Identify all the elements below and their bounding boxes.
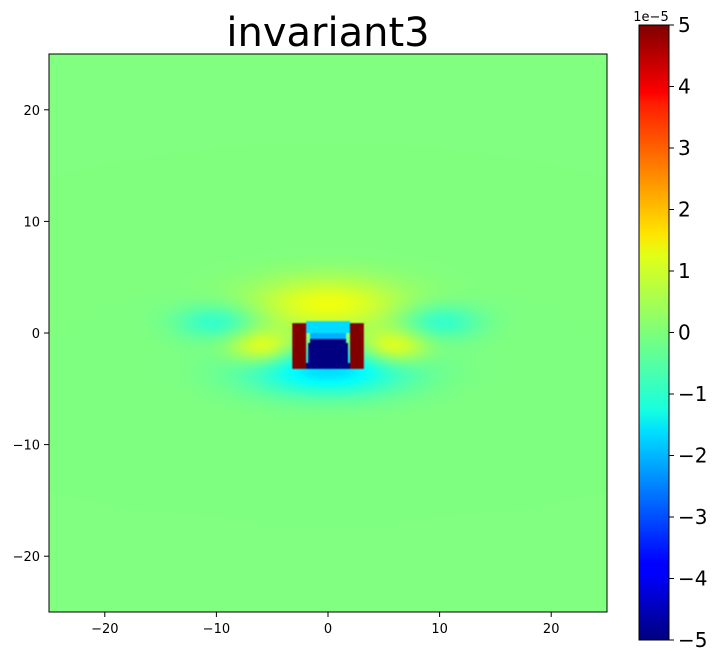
colorbar-tick-label: 5 [678, 13, 691, 37]
y-tick-label: −20 [13, 550, 40, 565]
colorbar-tick-label: −3 [678, 505, 707, 529]
colorbar-tick-label: −5 [678, 628, 707, 652]
colorbar-offset-label: 1e−5 [633, 10, 668, 25]
x-tick-label: 0 [324, 622, 332, 637]
colorbar-axis: 5 4 3 2 1 0 −1 −2 −3 −4 −5 [669, 13, 707, 652]
heatmap-image [49, 54, 607, 612]
y-tick-label: 0 [32, 327, 40, 342]
colorbar-tick-label: −4 [678, 567, 707, 591]
heatmap [49, 54, 607, 612]
y-tick-label: 20 [23, 104, 40, 119]
x-tick-label: 10 [431, 622, 448, 637]
colorbar-tick-label: 0 [678, 321, 691, 345]
chart-title: invariant3 [226, 10, 429, 56]
colorbar [638, 24, 670, 641]
colorbar-tick-label: 2 [678, 198, 691, 222]
colorbar-tick-label: 3 [678, 136, 691, 160]
colorbar-tick-label: 4 [678, 75, 691, 99]
colorbar-tick-label: −2 [678, 444, 707, 468]
y-tick-label: −10 [13, 439, 40, 454]
colorbar-tick-label: −1 [678, 382, 707, 406]
x-tick-label: 20 [543, 622, 560, 637]
x-axis: −20 −10 0 10 20 [91, 612, 559, 637]
x-tick-label: −20 [91, 622, 118, 637]
colorbar-tick-label: 1 [678, 259, 691, 283]
y-tick-label: 10 [23, 215, 40, 230]
x-tick-label: −10 [203, 622, 230, 637]
y-axis: 20 10 0 −10 −20 [13, 104, 49, 565]
